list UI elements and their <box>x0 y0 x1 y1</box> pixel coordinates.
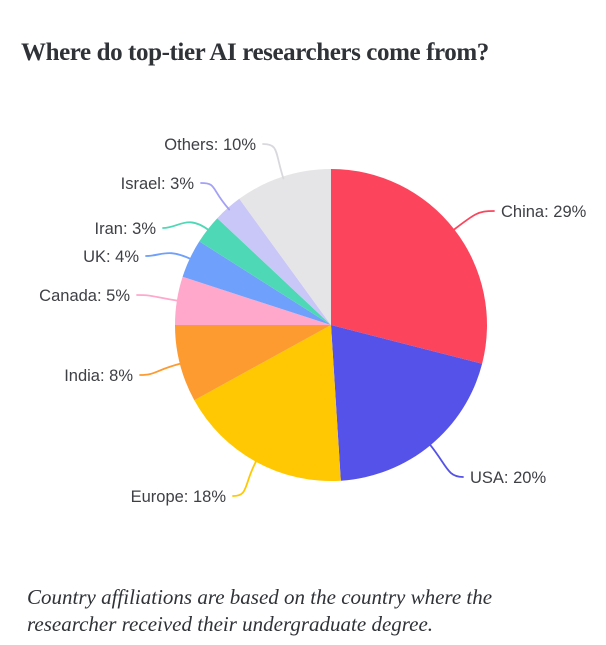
leader-line-others <box>262 143 285 180</box>
leader-line-india <box>139 362 183 376</box>
leader-line-israel <box>200 182 231 211</box>
pie-slice-uk[interactable] <box>182 241 331 325</box>
pie-slice-usa[interactable] <box>331 325 483 481</box>
leader-line-uk <box>145 252 193 261</box>
pie-slice-india[interactable] <box>174 325 331 401</box>
pie-slice-others[interactable] <box>239 169 331 325</box>
leader-line-europe <box>232 459 258 497</box>
slice-label-others: Others: 10% <box>164 136 256 154</box>
slice-label-india: India: 8% <box>64 367 133 385</box>
slice-label-canada: Canada: 5% <box>39 287 130 305</box>
slice-label-china: China: 29% <box>501 203 587 221</box>
pie-slice-canada[interactable] <box>174 276 331 325</box>
leader-line-iran <box>162 221 211 232</box>
slice-label-iran: Iran: 3% <box>95 220 157 238</box>
pie-slice-europe[interactable] <box>194 325 341 482</box>
footnote-line-1: Country affiliations are based on the co… <box>27 585 493 609</box>
pie-slice-china[interactable] <box>331 169 488 364</box>
leader-line-usa <box>428 442 464 478</box>
slice-label-uk: UK: 4% <box>83 248 139 266</box>
pie-slice-iran[interactable] <box>199 218 331 325</box>
chart-title: Where do top-tier AI researchers come fr… <box>21 38 489 66</box>
leader-line-canada <box>136 294 180 302</box>
slice-label-israel: Israel: 3% <box>121 175 195 193</box>
slice-label-usa: USA: 20% <box>470 469 546 487</box>
footnote-line-2: researcher received their undergraduate … <box>27 612 434 637</box>
leader-line-china <box>451 210 495 232</box>
pie-slice-israel[interactable] <box>217 198 331 325</box>
chart-footnote: Country affiliations are based on the co… <box>27 584 547 639</box>
slice-label-europe: Europe: 18% <box>131 488 227 506</box>
